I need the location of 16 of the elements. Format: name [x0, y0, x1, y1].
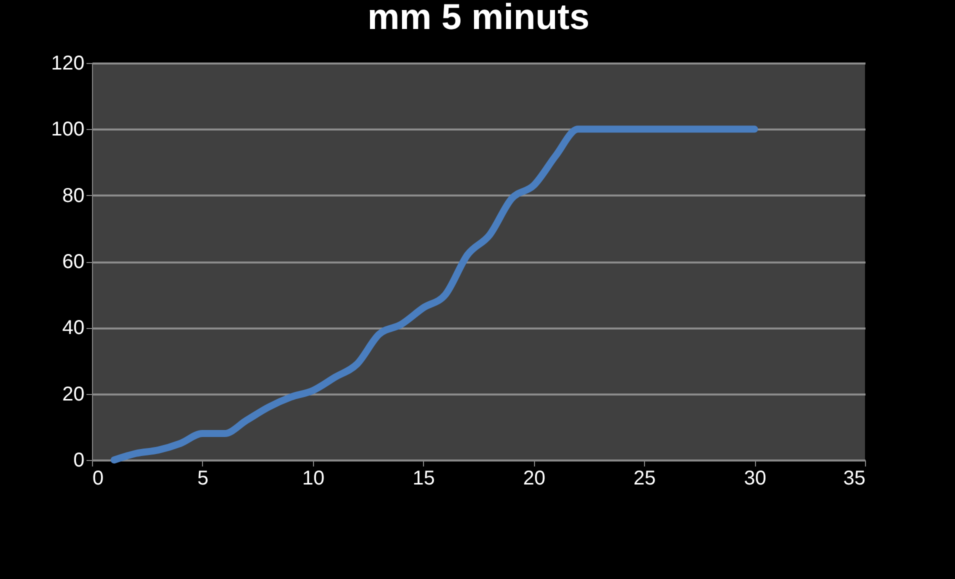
x-tick-label: 30 [744, 468, 766, 490]
y-tick-label: 120 [51, 52, 84, 74]
x-tick-label: 20 [523, 468, 546, 490]
y-tick-label: 60 [62, 251, 84, 273]
x-tick-label: 5 [197, 468, 208, 490]
y-tick-label: 20 [62, 383, 84, 406]
x-tick-label: 35 [843, 468, 866, 490]
y-tick-label: 0 [73, 450, 84, 472]
x-tick-label: 10 [302, 468, 324, 490]
y-tick-label: 80 [62, 184, 84, 207]
y-tick-label: 100 [51, 118, 84, 141]
x-tick-label: 15 [412, 468, 435, 490]
chart-title: mm 5 minuts [367, 0, 590, 37]
x-tick-label: 0 [92, 468, 104, 490]
x-tick-label: 25 [634, 468, 656, 490]
y-tick-label: 40 [62, 317, 84, 340]
